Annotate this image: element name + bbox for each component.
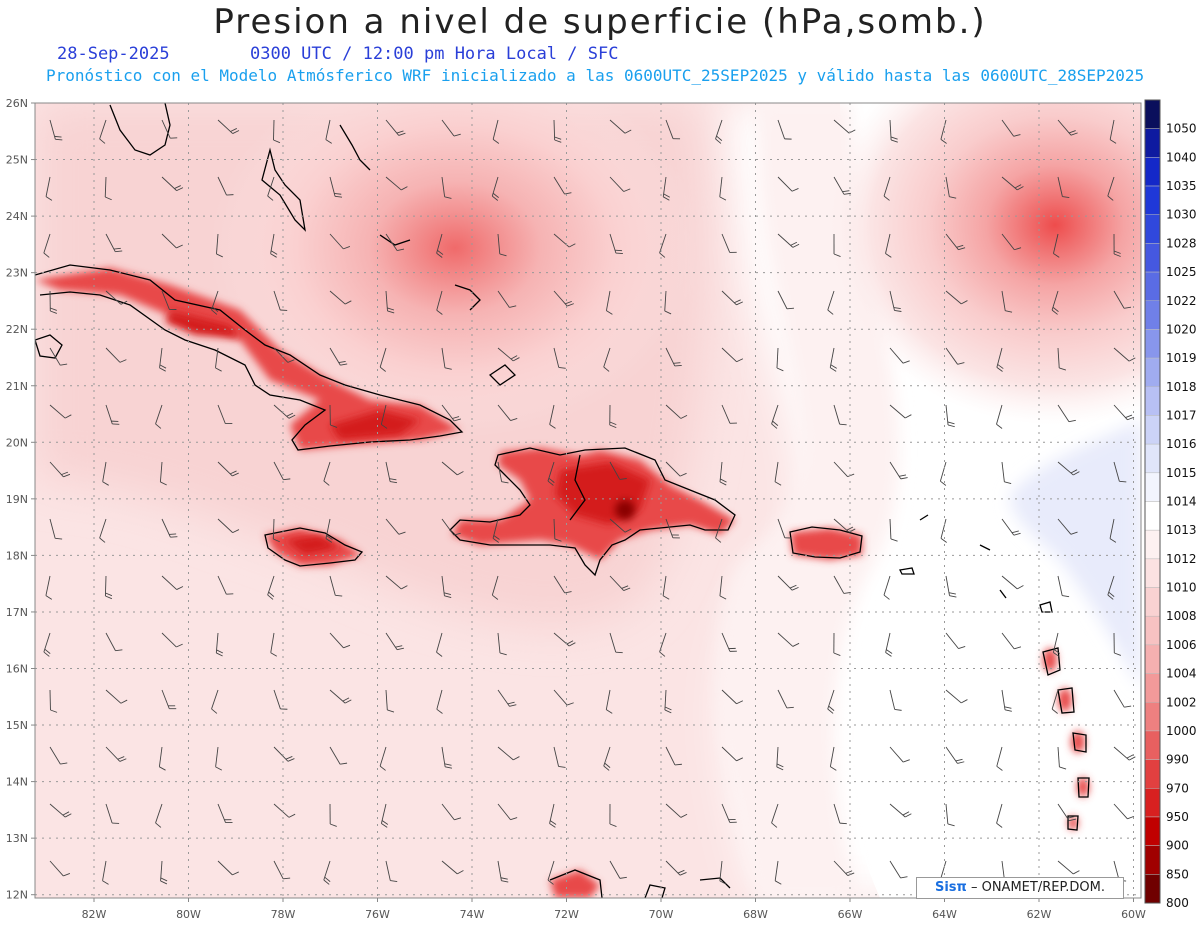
colorbar-swatch bbox=[1144, 271, 1161, 302]
colorbar-label: 1002 bbox=[1166, 695, 1197, 709]
plot-frame bbox=[34, 102, 1142, 899]
colorbar-swatch bbox=[1144, 415, 1161, 445]
colorbar-label: 1025 bbox=[1166, 265, 1197, 279]
latitude-label: 17N bbox=[6, 606, 28, 619]
longitude-label: 60W bbox=[1121, 908, 1146, 921]
latitude-label: 14N bbox=[6, 776, 28, 789]
latitude-label: 19N bbox=[6, 493, 28, 506]
latitude-label: 15N bbox=[6, 719, 28, 732]
colorbar: 1050 1040 1035 1030 1028 1025 1022 1020 1019 1018… bbox=[1144, 99, 1197, 910]
longitude-label: 82W bbox=[82, 908, 107, 921]
colorbar-label: 1018 bbox=[1166, 380, 1197, 394]
latitude-label: 13N bbox=[6, 832, 28, 845]
colorbar-label: 1017 bbox=[1166, 408, 1197, 422]
colorbar-swatch bbox=[1144, 501, 1161, 531]
longitude-label: 72W bbox=[554, 908, 579, 921]
pressure-field bbox=[35, 103, 1141, 898]
latitude-label: 23N bbox=[6, 267, 28, 280]
colorbar-label: 1028 bbox=[1166, 236, 1197, 250]
colorbar-label: 1030 bbox=[1166, 208, 1197, 222]
credit-text: – ONAMET/REP.DOM. bbox=[970, 880, 1105, 895]
colorbar-label: 970 bbox=[1166, 781, 1189, 795]
colorbar-swatch bbox=[1144, 185, 1161, 215]
colorbar-swatch bbox=[1144, 759, 1161, 789]
latitude-label: 25N bbox=[6, 154, 28, 167]
colorbar-label: 1000 bbox=[1166, 724, 1197, 738]
colorbar-label: 900 bbox=[1166, 839, 1189, 853]
credit-box: Sisπ – ONAMET/REP.DOM. bbox=[916, 877, 1124, 899]
colorbar-label: 1008 bbox=[1166, 609, 1197, 623]
coastlines bbox=[35, 103, 1090, 898]
wind-barbs bbox=[43, 119, 1136, 885]
valid-date: 28-Sep-2025 bbox=[57, 44, 170, 64]
colorbar-swatch bbox=[1144, 558, 1161, 588]
colorbar-label: 1050 bbox=[1166, 122, 1197, 136]
latitude-label: 12N bbox=[6, 889, 28, 902]
colorbar-swatch bbox=[1144, 214, 1161, 244]
valid-time: 0300 UTC / 12:00 pm Hora Local / SFC bbox=[250, 44, 619, 64]
colorbar-swatch bbox=[1144, 243, 1161, 273]
colorbar-label: 950 bbox=[1166, 810, 1189, 824]
longitude-label: 62W bbox=[1027, 908, 1052, 921]
colorbar-swatch bbox=[1144, 529, 1161, 560]
colorbar-label: 1035 bbox=[1166, 179, 1197, 193]
colorbar-swatch bbox=[1144, 128, 1161, 158]
colorbar-swatch bbox=[1144, 644, 1161, 674]
colorbar-swatch bbox=[1144, 788, 1161, 818]
colorbar-swatch bbox=[1144, 99, 1161, 129]
colorbar-swatch bbox=[1144, 673, 1161, 703]
latitude-label: 21N bbox=[6, 380, 28, 393]
colorbar-swatch bbox=[1144, 615, 1161, 646]
colorbar-swatch bbox=[1144, 702, 1161, 732]
longitude-label: 64W bbox=[932, 908, 957, 921]
colorbar-label: 1010 bbox=[1166, 581, 1197, 595]
map-title: Presion a nivel de superficie (hPa,somb.… bbox=[213, 2, 987, 42]
longitude-label: 76W bbox=[365, 908, 390, 921]
colorbar-swatch bbox=[1144, 386, 1161, 416]
colorbar-swatch bbox=[1144, 472, 1161, 502]
latitude-label: 18N bbox=[6, 549, 28, 562]
credit-brand: Sisπ bbox=[934, 880, 967, 895]
colorbar-swatch bbox=[1144, 300, 1161, 330]
colorbar-swatch bbox=[1144, 443, 1161, 474]
latitude-label: 26N bbox=[6, 97, 28, 110]
latitude-label: 22N bbox=[6, 323, 28, 336]
colorbar-label: 1040 bbox=[1166, 150, 1197, 164]
colorbar-label: 800 bbox=[1166, 896, 1189, 910]
latitude-labels: 26N 25N 24N 23N 22N 21N 20N 19N 18N 17N 16N 15N 14N 1… bbox=[6, 97, 35, 902]
colorbar-label: 1016 bbox=[1166, 437, 1197, 451]
colorbar-swatch bbox=[1144, 816, 1161, 846]
colorbar-label: 1004 bbox=[1166, 667, 1197, 681]
longitude-label: 80W bbox=[176, 908, 201, 921]
colorbar-label: 990 bbox=[1166, 753, 1189, 767]
colorbar-label: 1012 bbox=[1166, 552, 1197, 566]
forecast-info: Pronóstico con el Modelo Atmósferico WRF… bbox=[46, 66, 1145, 85]
colorbar-swatch bbox=[1144, 587, 1161, 617]
colorbar-label: 1022 bbox=[1166, 294, 1197, 308]
longitude-labels: 82W 80W 78W 76W 74W 72W 70W 68W 66W 64W 62W 60W bbox=[82, 898, 1146, 921]
longitude-label: 70W bbox=[649, 908, 674, 921]
colorbar-swatch bbox=[1144, 329, 1161, 359]
colorbar-label: 850 bbox=[1166, 867, 1189, 881]
colorbar-swatch bbox=[1144, 157, 1161, 187]
latitude-label: 20N bbox=[6, 436, 28, 449]
colorbar-swatch bbox=[1144, 845, 1161, 875]
colorbar-swatch bbox=[1144, 357, 1161, 388]
colorbar-label: 1015 bbox=[1166, 466, 1197, 480]
latitude-label: 24N bbox=[6, 210, 28, 223]
longitude-label: 78W bbox=[271, 908, 296, 921]
colorbar-swatch bbox=[1144, 874, 1161, 904]
colorbar-label: 1013 bbox=[1166, 523, 1197, 537]
colorbar-swatch bbox=[1144, 730, 1161, 760]
latitude-label: 16N bbox=[6, 663, 28, 676]
longitude-label: 74W bbox=[460, 908, 485, 921]
colorbar-label: 1006 bbox=[1166, 638, 1197, 652]
colorbar-label: 1014 bbox=[1166, 495, 1197, 509]
longitude-label: 66W bbox=[838, 908, 863, 921]
colorbar-label: 1019 bbox=[1166, 351, 1197, 365]
lat-lon-grid bbox=[35, 103, 1141, 898]
colorbar-label: 1020 bbox=[1166, 322, 1197, 336]
longitude-label: 68W bbox=[743, 908, 768, 921]
